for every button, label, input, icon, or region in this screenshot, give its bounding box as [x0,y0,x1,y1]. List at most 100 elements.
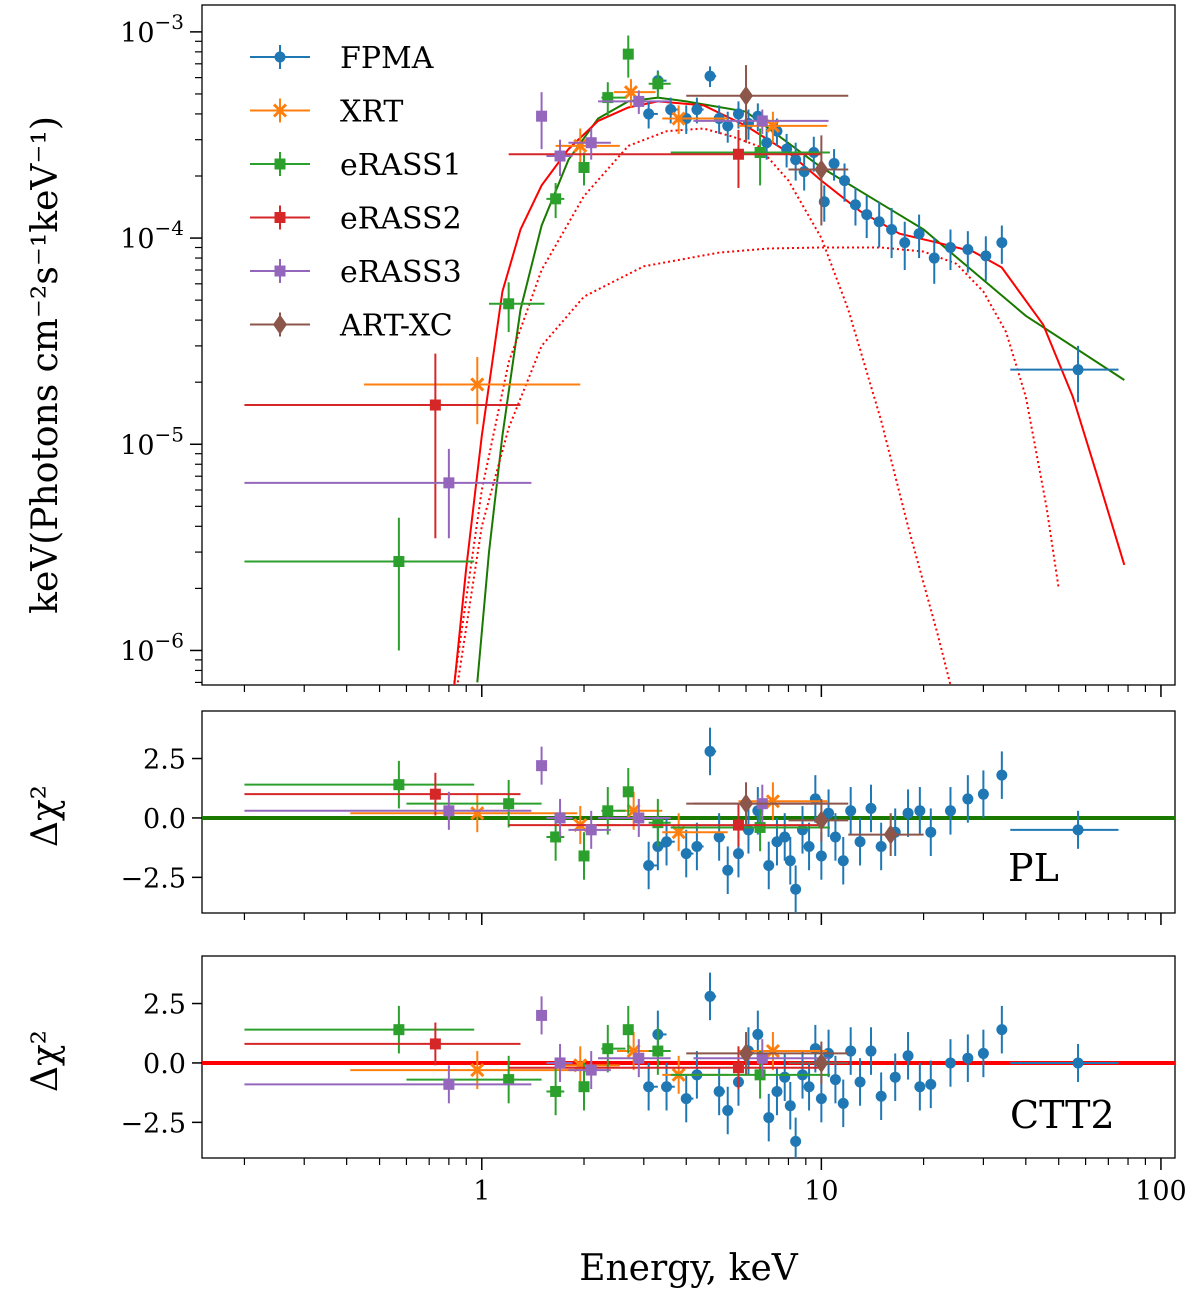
data-point [996,1005,1008,1054]
series-erass2 [244,129,822,539]
data-point [598,90,671,114]
erass2-marker [732,1062,744,1074]
erass1-marker [550,1085,562,1097]
data-point [488,282,545,333]
data-point [980,236,992,281]
erass1-marker [622,786,634,798]
fpma-marker [886,224,898,236]
data-point [828,149,840,181]
fpma-marker [722,1104,734,1116]
data-point [693,109,829,134]
data-point [763,841,775,890]
tick-base: 10 [120,636,154,667]
data-point [643,101,658,129]
fpma-marker [889,1071,901,1083]
fpma-marker [784,1100,796,1112]
data-point [686,65,849,143]
series-xrt [364,79,828,425]
art-xc-marker [814,159,829,180]
data-point [704,972,717,1021]
y-tick-label: 2.5 [143,990,186,1021]
legend-marker [274,265,286,277]
legend-marker [273,314,287,335]
y-tick-label: 10−6 [120,628,184,667]
data-point [546,182,565,219]
data-point [738,1032,828,1071]
data-point [601,1024,626,1073]
erass1-marker [578,161,590,173]
data-point [865,1027,877,1075]
data-point [680,829,694,878]
legend-item-erass2: eRASS2 [250,202,462,237]
data-point [648,798,671,847]
y-tick-label: −2.5 [120,863,186,894]
data-point [779,813,791,861]
fpma-marker [722,864,734,876]
y-axis-label: keV(Photons cm⁻²s⁻¹keV⁻¹) [25,116,66,614]
data-point [244,760,475,809]
fpma-marker [752,1028,764,1040]
data-point [889,1053,901,1101]
x-marker-stroke [626,1043,641,1059]
erass3-marker [756,1052,768,1064]
fpma-marker [854,836,866,848]
model-curve-pl-model [476,96,1125,683]
erass1-marker [622,1024,634,1036]
art-xc-marker [739,1043,754,1064]
erass2-marker [429,788,441,800]
legend-item-erass1: eRASS1 [250,148,462,183]
fpma-marker [815,1093,827,1105]
fpma-marker [977,788,989,800]
data-point [854,1058,866,1106]
fpma-marker [713,1085,725,1097]
tick-base: 10 [120,224,154,255]
x-tick-label: 10 [804,1176,838,1207]
data-point [1010,810,1119,849]
x-marker-stroke [765,1043,780,1059]
data-point [546,139,573,176]
erass3-marker [443,805,455,817]
model-curve-ctt2-comptonized-component [456,246,1060,683]
data-point [406,1055,542,1104]
data-point [837,1079,849,1128]
data-point [713,813,725,861]
fpma-marker [803,840,815,852]
data-point [763,1093,775,1142]
data-point [244,772,521,816]
data-point [928,238,940,284]
legend-marker [274,158,286,170]
fpma-marker [680,848,692,860]
data-point [364,356,581,425]
data-point [788,135,849,226]
data-point [598,798,671,837]
fpma-marker [1072,824,1084,836]
art-xc-marker [814,810,829,831]
fpma-marker [643,859,655,871]
data-point [643,841,658,890]
data-point [622,768,634,816]
fpma-marker [865,802,877,814]
x-tick-label: 1 [473,1176,490,1207]
y-axis-label: Δχ² [25,785,66,847]
data-point [244,1022,521,1066]
xrt-marker [470,806,485,821]
data-point [536,746,548,785]
legend-item-art-xc: ART-XC [250,309,453,344]
fpma-marker [761,137,773,149]
fpma-marker [996,769,1008,781]
fpma-marker [779,1071,791,1083]
data-point [914,787,926,835]
erass3-marker [536,110,548,122]
erass3-marker [554,812,566,824]
data-point [648,71,671,98]
erass1-marker [652,817,664,829]
erass3-marker [585,1064,597,1076]
x-marker-stroke [470,377,485,392]
erass1-marker [754,147,766,159]
data-point [680,1074,694,1123]
x-marker-stroke [272,103,288,118]
data-point [944,1039,956,1087]
fpma-marker [732,848,744,860]
erass3-marker [633,1052,645,1064]
